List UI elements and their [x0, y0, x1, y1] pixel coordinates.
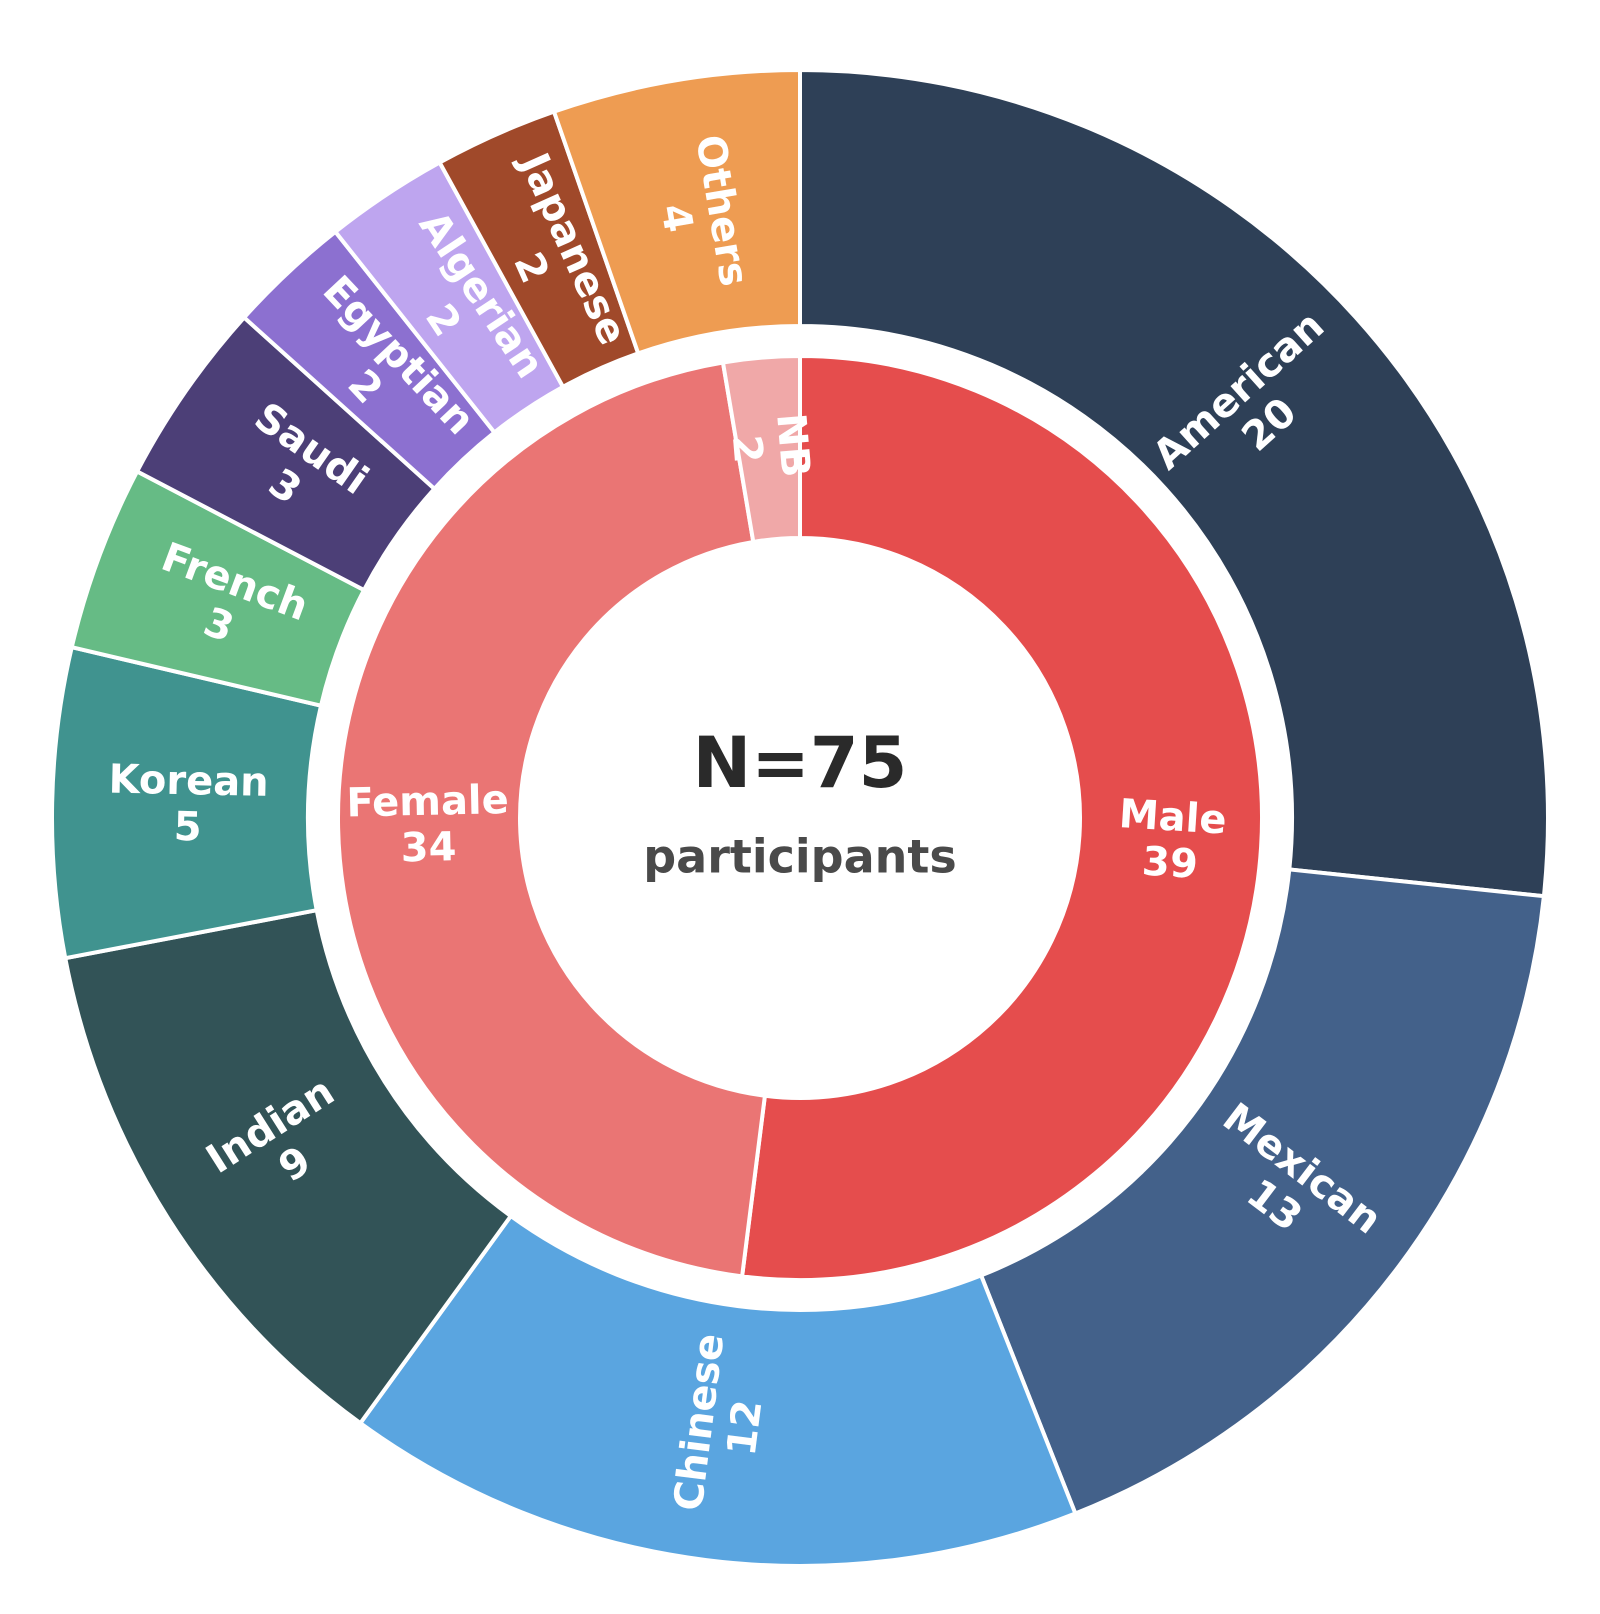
wedge: [357, 1213, 1078, 1568]
slice-label: Female34: [346, 777, 510, 872]
wedge: [739, 353, 1264, 1282]
slice-category: Male: [1118, 791, 1228, 844]
slice-value: 5: [173, 804, 202, 851]
slice-label: Korean5: [107, 757, 269, 852]
slice-label: Male39: [1115, 791, 1228, 890]
wedge: [336, 360, 768, 1279]
wedge: [720, 353, 802, 545]
slice-category: NB: [767, 411, 818, 479]
slice-category: Korean: [108, 757, 269, 806]
outer-ring: American20Mexican13Chinese12Indian9Korea…: [50, 67, 1550, 1568]
wedge: [798, 67, 1550, 899]
slice-value: 39: [1141, 839, 1199, 888]
slice-category: Female: [346, 777, 509, 826]
slice-value: 12: [719, 1397, 772, 1458]
inner-ring: Male39 Female34 NB2: [336, 353, 1264, 1282]
wedge: [978, 867, 1547, 1517]
center-sublabel: participants: [643, 830, 957, 884]
center-label: N=75: [693, 722, 908, 804]
slice-value: 34: [400, 824, 457, 871]
wedge: [551, 67, 802, 356]
slice-value: 2: [723, 433, 771, 465]
slice-label: NB2: [721, 411, 818, 482]
